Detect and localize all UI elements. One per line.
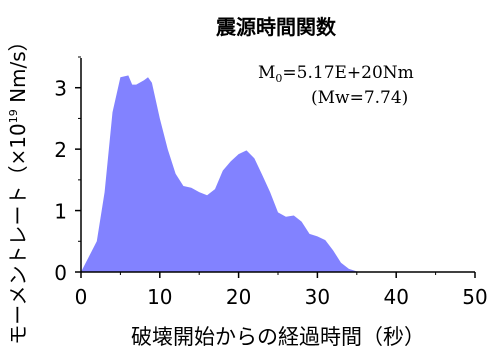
annotation-moment: M0=5.17E+20Nm	[258, 63, 414, 85]
x-tick-label: 50	[462, 285, 487, 309]
x-tick-label: 10	[147, 285, 172, 309]
x-tick-label: 20	[226, 285, 251, 309]
x-tick-label: 0	[75, 285, 88, 309]
y-tick-label: 2	[54, 138, 67, 162]
y-tick-label: 1	[54, 200, 67, 224]
y-ticks: 0 1 2 3	[54, 56, 81, 285]
chart-title: 震源時間関数	[216, 15, 337, 39]
annotation-moment-subscript: 0	[275, 72, 282, 85]
annotation-magnitude: (Mw=7.74)	[311, 88, 408, 108]
y-tick-label: 3	[54, 77, 67, 101]
x-tick-label: 40	[383, 285, 408, 309]
y-tick-label: 0	[54, 261, 67, 285]
x-axis-label: 破壊開始からの経過時間（秒）	[131, 325, 425, 349]
x-tick-label: 30	[305, 285, 330, 309]
annotation-moment-prefix: M	[258, 63, 275, 83]
y-axis-label-unit: Nm/s）	[6, 31, 30, 109]
y-axis-label-main: モーメントレート（×10	[6, 123, 30, 344]
annotation-moment-value: =5.17E+20Nm	[282, 63, 413, 83]
data-area	[81, 75, 365, 273]
y-axis-label-exponent: 19	[7, 109, 20, 123]
y-axis-label: モーメントレート（×1019 Nm/s）	[6, 31, 30, 344]
x-ticks: 0 10 20 30 40 50	[75, 272, 488, 309]
